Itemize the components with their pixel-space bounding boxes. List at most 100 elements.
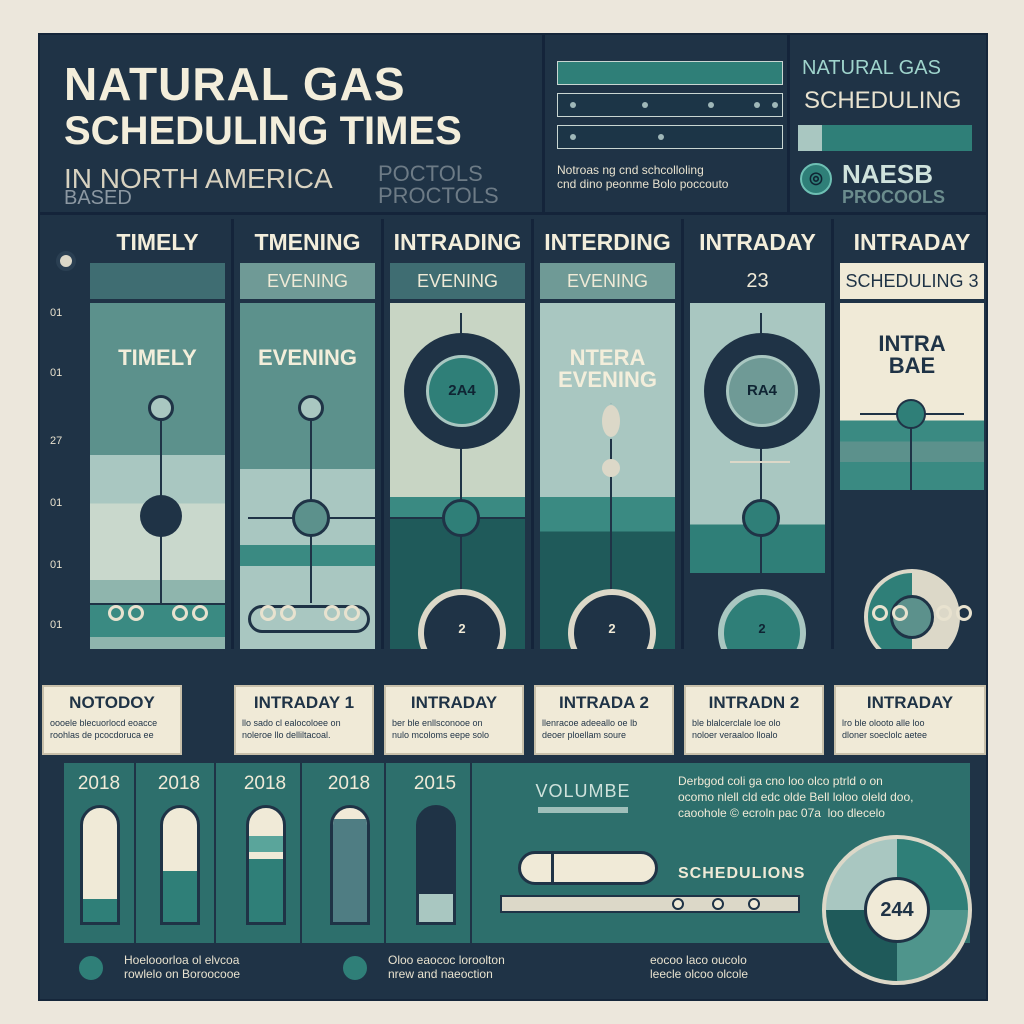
timeline-line bbox=[460, 313, 462, 633]
year-pill-fill bbox=[419, 893, 453, 922]
control-bar[interactable] bbox=[557, 93, 783, 117]
timeline-node-icon[interactable] bbox=[742, 499, 780, 537]
caption-title: INTRADAY bbox=[866, 693, 954, 712]
year-pill bbox=[416, 805, 456, 925]
timeline-line bbox=[910, 413, 912, 613]
footer-icon bbox=[76, 953, 106, 983]
column-head: TMENING bbox=[254, 229, 361, 255]
axis-top-icon bbox=[56, 251, 76, 271]
wheel-icon bbox=[192, 605, 208, 621]
column-body: EVENING bbox=[240, 303, 375, 649]
column-body: INTRA BAE bbox=[840, 303, 984, 649]
timeline-node-icon[interactable] bbox=[298, 395, 324, 421]
column-body: TIMELY bbox=[90, 303, 225, 649]
timeline-node-icon[interactable] bbox=[292, 499, 330, 537]
caption-card: INTRADN 2 ble blalcerclale loe olo noloe… bbox=[684, 685, 824, 755]
footer-mid-text: Oloo eaococ loroolton nrew and naeoction bbox=[388, 953, 505, 981]
column-head: INTRADAY bbox=[699, 229, 816, 255]
timeline-line bbox=[730, 461, 790, 463]
control-notes: Notroas ng cnd schcolloling cnd dino peo… bbox=[557, 163, 729, 191]
year-column: 2018 bbox=[314, 763, 386, 943]
clock-ring-icon: 2A4 bbox=[404, 333, 520, 449]
caption-text: ble blalcerclale loe olo noloer veraaloo… bbox=[692, 718, 781, 740]
year-pill bbox=[80, 805, 120, 925]
caption-title: INTRADAY bbox=[410, 693, 498, 712]
column-band: EVENING bbox=[390, 263, 525, 299]
control-panel: Notroas ng cnd schcolloling cnd dino peo… bbox=[545, 35, 790, 215]
caption-title: INTRADAY 1 bbox=[253, 693, 355, 712]
wheel-icon bbox=[892, 605, 908, 621]
axis-tick: 01 bbox=[50, 559, 63, 571]
caption-card: INTRADAY ber ble enllsconooe on nulo mco… bbox=[384, 685, 524, 755]
caption-title: NOTODOY bbox=[69, 693, 155, 712]
brand-sub: PROCOOLS bbox=[842, 187, 946, 207]
bar-dot-icon bbox=[570, 102, 576, 108]
caption-card: INTRADAY lro ble olooto alle loo dloner … bbox=[834, 685, 986, 755]
column-band: SCHEDULING 3 bbox=[840, 263, 984, 299]
column-label: INTRA BAE bbox=[878, 331, 946, 378]
caption-card: NOTODOY oooele blecuorlocd eoacce roohla… bbox=[42, 685, 182, 755]
column-head: INTERDING bbox=[544, 229, 671, 255]
slider-knob[interactable] bbox=[672, 898, 684, 910]
year-pill bbox=[246, 805, 286, 925]
wheel-icon bbox=[172, 605, 188, 621]
timeline-node-icon[interactable] bbox=[600, 403, 622, 439]
volume-box: VOLUMBE bbox=[498, 763, 668, 943]
caption-text: lro ble olooto alle loo dloner soeclolc … bbox=[842, 718, 928, 740]
slider-knob[interactable] bbox=[712, 898, 724, 910]
caption-title: INTRADA 2 bbox=[558, 693, 650, 712]
year-pill-fill bbox=[83, 899, 117, 922]
bar-dot-icon bbox=[754, 102, 760, 108]
badge-line1: NATURAL GAS bbox=[802, 57, 941, 79]
column-intrading: INTRADING EVENING 2A4 2 bbox=[384, 219, 534, 649]
wheel-icon bbox=[280, 605, 296, 621]
timeline-node-icon[interactable] bbox=[442, 499, 480, 537]
control-bar[interactable] bbox=[557, 125, 783, 149]
column-body: RA4 2 bbox=[690, 303, 825, 649]
subtitle: IN NORTH AMERICA bbox=[64, 163, 333, 194]
axis-tick: 01 bbox=[50, 497, 63, 509]
schedule-slider[interactable] bbox=[500, 895, 800, 913]
clock-center: RA4 bbox=[726, 355, 798, 427]
gauge-ring-icon: 2 bbox=[718, 589, 806, 649]
year-pill-fill bbox=[333, 819, 367, 922]
gauge-number: 2 bbox=[608, 621, 616, 636]
gauge-number: 2 bbox=[758, 621, 766, 636]
column-interding: INTERDING EVENING NTERA EVENING 2 bbox=[534, 219, 684, 649]
clock-center: 2A4 bbox=[426, 355, 498, 427]
wheel-icon bbox=[872, 605, 888, 621]
title-panel: NATURAL GAS SCHEDULING TIMES IN NORTH AM… bbox=[40, 35, 545, 215]
caption-text: oooele blecuorlocd eoacce roohlas de pco… bbox=[50, 718, 158, 740]
timeline-node-icon[interactable] bbox=[140, 495, 182, 537]
column-head: TIMELY bbox=[116, 229, 199, 255]
timeline-node-icon[interactable] bbox=[602, 459, 620, 477]
column-body: NTERA EVENING 2 bbox=[540, 303, 675, 649]
column-timely: TIMELY TIMELY bbox=[84, 219, 234, 649]
column-band bbox=[90, 263, 225, 299]
slider-knob[interactable] bbox=[748, 898, 760, 910]
gauge-number: 2 bbox=[458, 621, 466, 636]
bar-dot-icon bbox=[772, 102, 778, 108]
volume-panel: 2018 2018 2018 2018 2015 VOLUMBE Derbgod… bbox=[64, 763, 970, 943]
timeline-node-icon[interactable] bbox=[148, 395, 174, 421]
column-label: TIMELY bbox=[118, 345, 197, 370]
naesb-logo-icon: ◎ bbox=[800, 163, 832, 195]
page-title: NATURAL GAS bbox=[64, 58, 406, 110]
caption-text: llo sado cl ealocoloee on noleroe llo de… bbox=[242, 718, 341, 740]
column-scheduling: INTRADAY SCHEDULING 3 INTRA BAE bbox=[834, 219, 986, 649]
year-column: 2018 bbox=[144, 763, 216, 943]
bar-dot-icon bbox=[708, 102, 714, 108]
volume-sub-bar bbox=[538, 807, 628, 813]
wheel-icon bbox=[956, 605, 972, 621]
badge-bar[interactable] bbox=[798, 125, 972, 151]
control-bar[interactable] bbox=[557, 61, 783, 85]
volume-title: VOLUMBE bbox=[535, 781, 631, 801]
page-title-line2: SCHEDULING TIMES bbox=[64, 109, 462, 153]
timeline-node-icon[interactable] bbox=[896, 399, 926, 429]
schedule-dial: 244 bbox=[822, 835, 972, 985]
footer-left-text: Hoelooorloa ol elvcoa rowlelo on Borooco… bbox=[124, 953, 241, 981]
year-label: 2018 bbox=[77, 773, 121, 794]
column-label: EVENING bbox=[257, 345, 358, 370]
schedule-text: Derbgod coli ga cno loo olco ptrld o on … bbox=[678, 774, 914, 820]
year-column: 2015 bbox=[400, 763, 472, 943]
